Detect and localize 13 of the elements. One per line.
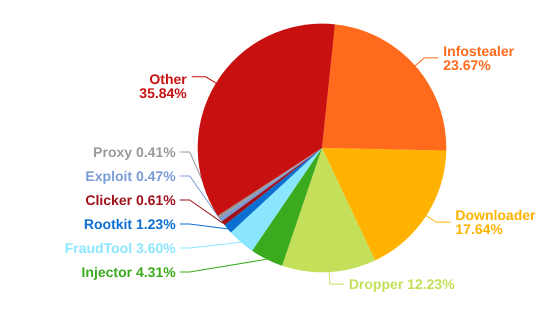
slice-label: Proxy 0.41% xyxy=(93,144,176,160)
slice-label: Other xyxy=(149,70,188,87)
data-label: 35.84% xyxy=(139,84,188,101)
slice-label: Dropper 12.23% xyxy=(348,276,456,292)
slice-label: Clicker 0.61% xyxy=(85,192,176,208)
slice-label: Infostealer xyxy=(443,42,515,59)
data-label: 17.64% xyxy=(455,221,504,238)
slice-label: FraudTool 3.60% xyxy=(64,240,176,256)
slice-label: Rootkit 1.23% xyxy=(84,216,176,232)
slice-label: Downloader xyxy=(455,207,536,224)
slice-label: Injector 4.31% xyxy=(82,264,176,280)
slice-label: Exploit 0.47% xyxy=(85,168,176,184)
data-label: 23.67% xyxy=(443,56,492,73)
